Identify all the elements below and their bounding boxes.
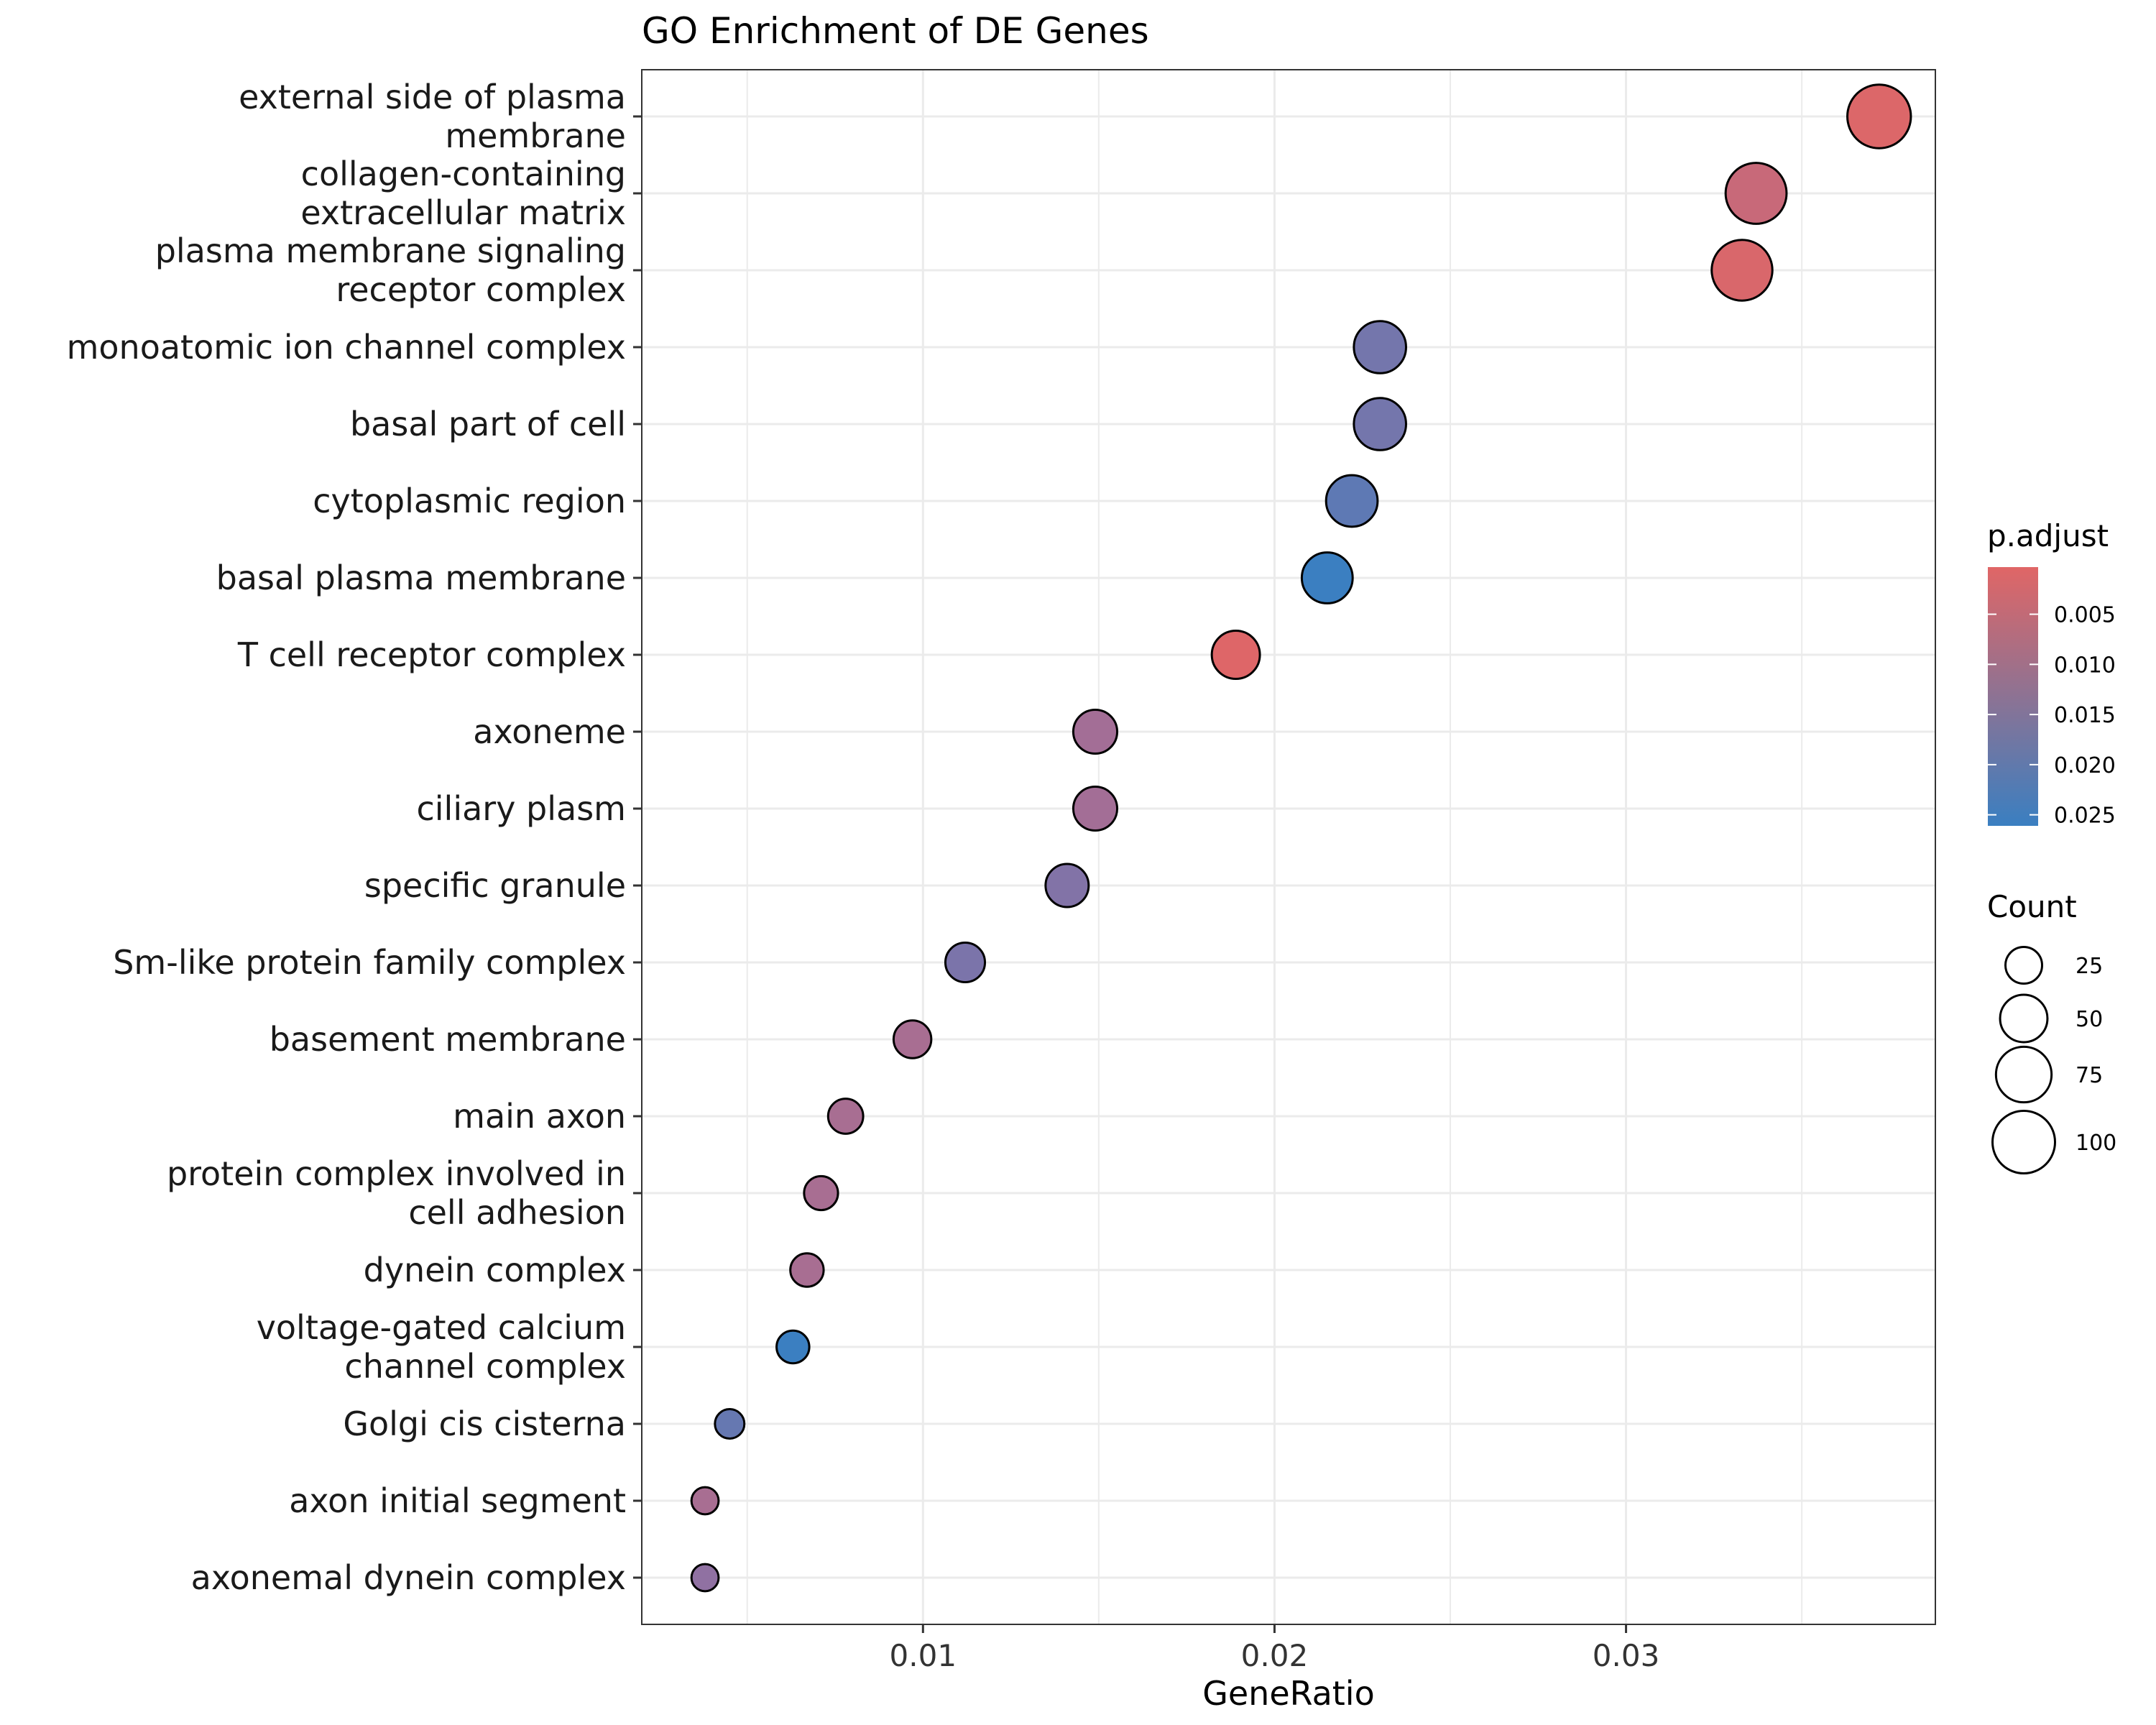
y-tick-label: basal plasma membrane	[216, 558, 626, 597]
color-legend-label: 0.010	[2054, 653, 2116, 678]
y-tick-label: cell adhesion	[408, 1193, 626, 1232]
chart-title: GO Enrichment of DE Genes	[642, 10, 1149, 52]
y-tick-label: dynein complex	[364, 1251, 626, 1289]
data-point	[1300, 551, 1354, 604]
data-point	[789, 1252, 825, 1288]
y-tick-label: basement membrane	[270, 1020, 626, 1059]
data-point	[1353, 320, 1407, 374]
color-legend-bar	[1988, 567, 2038, 826]
data-point	[1325, 474, 1379, 528]
data-points	[690, 83, 1912, 1593]
data-point	[1353, 397, 1407, 451]
y-tick-label: axon initial segment	[289, 1481, 626, 1520]
data-point	[1072, 708, 1119, 755]
y-tick-label: basal part of cell	[350, 405, 626, 443]
data-point	[826, 1098, 865, 1135]
y-tick-label: extracellular matrix	[300, 193, 626, 232]
y-tick-label: plasma membrane signaling	[155, 231, 626, 270]
size-legend-label: 50	[2076, 1007, 2103, 1032]
legend: p.adjust 0.005 0.010 0.015 0.020 0.025 Count…	[1987, 518, 2116, 1174]
data-point	[892, 1019, 933, 1059]
data-point	[775, 1329, 811, 1365]
y-tick-label: receptor complex	[336, 270, 626, 309]
size-legend-label: 75	[2076, 1063, 2103, 1088]
data-point	[1724, 162, 1788, 225]
y-axis: external side of plasmamembranecollagen-…	[67, 78, 642, 1597]
data-point	[1072, 785, 1119, 832]
y-tick-label: membrane	[445, 116, 626, 155]
y-tick-label: Golgi cis cisterna	[343, 1404, 626, 1443]
y-tick-label: voltage-gated calcium	[257, 1308, 626, 1347]
size-legend-entries: 25 50 75 100	[1991, 946, 2116, 1174]
size-legend-title: Count	[1987, 889, 2077, 924]
x-axis: 0.01 0.02 0.03	[890, 1624, 1660, 1673]
data-point	[1710, 239, 1774, 302]
size-legend-symbol	[1994, 1045, 2053, 1104]
data-point	[1846, 83, 1912, 150]
data-point	[690, 1486, 720, 1516]
color-legend-ticks: 0.005 0.010 0.015 0.020 0.025	[1988, 603, 2116, 829]
data-point	[1210, 630, 1261, 680]
color-legend-label: 0.025	[2054, 804, 2116, 829]
color-legend-label: 0.020	[2054, 753, 2116, 778]
y-tick-label: ciliary plasm	[416, 789, 626, 828]
y-tick-label: cytoplasmic region	[313, 482, 626, 520]
x-tick-label: 0.02	[1241, 1638, 1309, 1673]
data-point	[944, 941, 987, 984]
color-legend-title: p.adjust	[1987, 518, 2109, 553]
y-tick-label: axonemal dynein complex	[191, 1558, 626, 1597]
plot-panel-border	[641, 69, 1936, 1625]
y-tick-label: channel complex	[344, 1347, 626, 1386]
size-legend-label: 25	[2076, 954, 2103, 979]
color-legend-label: 0.015	[2054, 703, 2116, 728]
y-tick-label: axoneme	[473, 712, 626, 751]
size-legend-symbol	[1999, 993, 2049, 1044]
color-legend-label: 0.005	[2054, 603, 2116, 628]
size-legend-symbol	[2004, 946, 2043, 985]
y-tick-label: monoatomic ion channel complex	[67, 328, 626, 367]
x-axis-title: GeneRatio	[1202, 1674, 1375, 1713]
x-tick-label: 0.01	[890, 1638, 957, 1673]
y-tick-label: Sm-like protein family complex	[113, 943, 626, 982]
size-legend-label: 100	[2076, 1131, 2116, 1156]
y-tick-label: collagen-containing	[301, 155, 626, 193]
y-tick-label: main axon	[453, 1097, 626, 1136]
data-point	[690, 1563, 720, 1593]
y-tick-label: external side of plasma	[239, 78, 626, 116]
data-point	[714, 1408, 746, 1440]
data-point	[1044, 862, 1090, 908]
data-point	[803, 1174, 839, 1212]
x-tick-label: 0.03	[1593, 1638, 1660, 1673]
size-legend-symbol	[1991, 1110, 2056, 1174]
y-tick-label: specific granule	[364, 866, 626, 905]
y-tick-label: T cell receptor complex	[237, 635, 626, 674]
grid-lines	[642, 70, 1935, 1624]
y-tick-label: protein complex involved in	[167, 1154, 626, 1193]
